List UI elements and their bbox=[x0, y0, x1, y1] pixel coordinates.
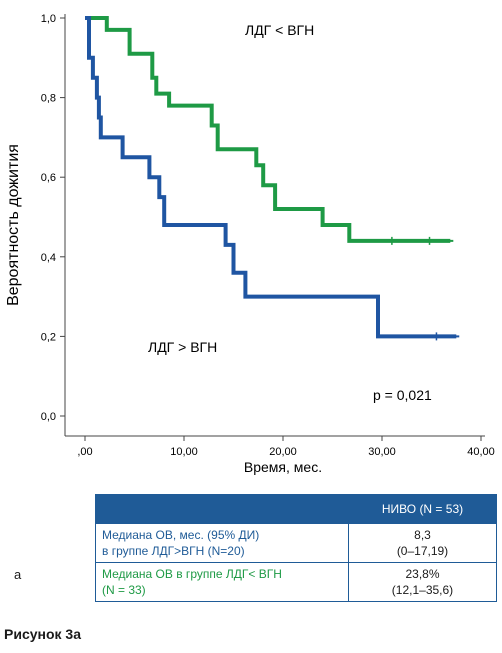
x-tick-label: 20,00 bbox=[269, 446, 297, 458]
table-row-label: Медиана ОВ, мес. (95% ДИ) в группе ЛДГ>В… bbox=[95, 523, 349, 563]
row-value-line2: (12,1–35,6) bbox=[391, 583, 454, 597]
panel-sub-label: а bbox=[14, 567, 22, 582]
survival-curve-green bbox=[85, 16, 451, 243]
y-tick-label: 0,0 bbox=[41, 411, 56, 423]
y-tick-label: 0,4 bbox=[41, 252, 56, 264]
x-tick-label: 40,00 bbox=[467, 446, 495, 458]
table-header-blank bbox=[95, 494, 349, 524]
row-label-line1: Медиана ОВ в группе ЛДГ< ВГН bbox=[102, 567, 282, 581]
survival-curve-blue bbox=[85, 16, 457, 339]
results-table: НИВО (N = 53) Медиана ОВ, мес. (95% ДИ) … bbox=[95, 494, 497, 602]
row-value-line1: 23,8% bbox=[405, 567, 440, 581]
y-tick-label: 1,0 bbox=[41, 13, 56, 25]
x-tick-label: ,00 bbox=[77, 446, 92, 458]
row-value-line1: 8,3 bbox=[414, 528, 431, 542]
row-value-line2: (0–17,19) bbox=[396, 544, 449, 558]
row-label-line2: в группе ЛДГ>ВГН (N=20) bbox=[102, 544, 245, 558]
table-row-label: Медиана ОВ в группе ЛДГ< ВГН (N = 33) bbox=[95, 562, 349, 602]
y-tick-label: 0,6 bbox=[41, 172, 56, 184]
x-axis-label: Время, мес. bbox=[244, 459, 322, 475]
y-tick-label: 0,8 bbox=[41, 93, 56, 105]
row-label-line1: Медиана ОВ, мес. (95% ДИ) bbox=[102, 528, 260, 542]
legend-label-blue: ЛДГ > ВГН bbox=[148, 339, 217, 355]
table-row: Медиана ОВ, мес. (95% ДИ) в группе ЛДГ>В… bbox=[95, 523, 497, 563]
row-label-line2: (N = 33) bbox=[102, 583, 146, 597]
legend-label-green: ЛДГ < ВГН bbox=[245, 22, 314, 38]
survival-chart: 0,0 0,2 0,4 0,6 0,8 1,0 ,00 10,00 20,00 30,00 40,… bbox=[5, 13, 495, 475]
p-value-annotation: p = 0,021 bbox=[373, 387, 432, 403]
table-row-value: 8,3 (0–17,19) bbox=[348, 523, 497, 563]
table-row-value: 23,8% (12,1–35,6) bbox=[348, 562, 497, 602]
figure-caption: Рисунок 3а bbox=[4, 626, 81, 642]
x-tick-label: 30,00 bbox=[368, 446, 396, 458]
table-row: Медиана ОВ в группе ЛДГ< ВГН (N = 33) 23… bbox=[95, 562, 497, 602]
x-tick-label: 10,00 bbox=[170, 446, 198, 458]
y-tick-label: 0,2 bbox=[41, 331, 56, 343]
table-header-nivo: НИВО (N = 53) bbox=[348, 494, 497, 524]
y-axis-label: Вероятность дожития bbox=[5, 144, 22, 306]
